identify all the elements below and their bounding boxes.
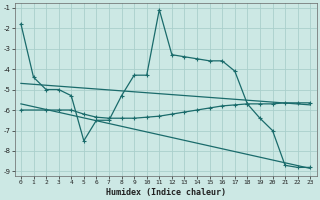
X-axis label: Humidex (Indice chaleur): Humidex (Indice chaleur): [106, 188, 226, 197]
